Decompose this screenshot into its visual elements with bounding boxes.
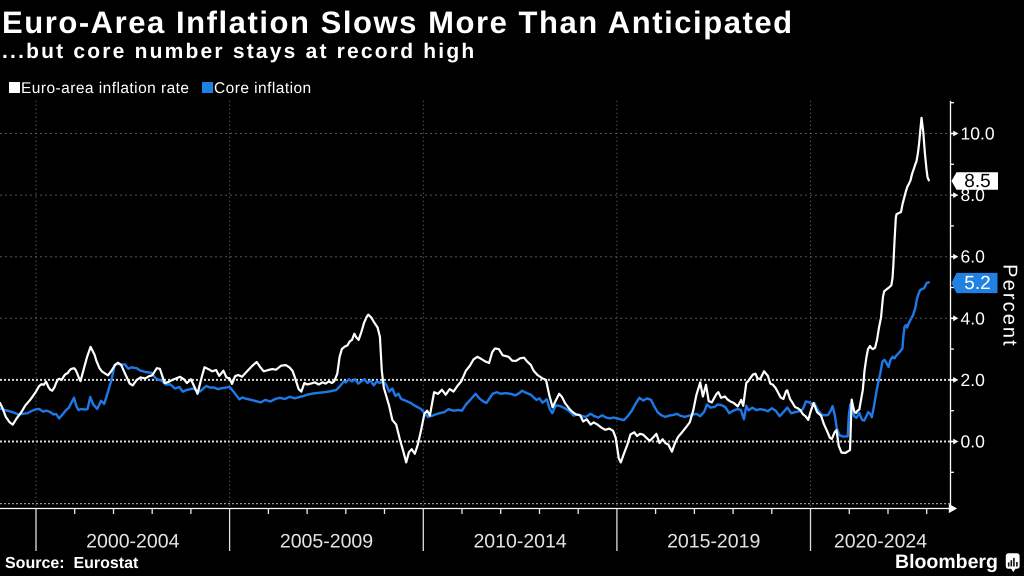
svg-text:8.0: 8.0 <box>961 185 986 205</box>
svg-text:5.2: 5.2 <box>964 273 990 294</box>
svg-text:Percent: Percent <box>999 264 1021 348</box>
svg-text:4.0: 4.0 <box>961 308 986 328</box>
svg-text:2010-2014: 2010-2014 <box>473 531 566 553</box>
svg-text:2015-2019: 2015-2019 <box>667 531 760 553</box>
svg-text:2005-2009: 2005-2009 <box>280 531 373 553</box>
svg-text:0.0: 0.0 <box>961 432 986 452</box>
svg-text:8.5: 8.5 <box>964 171 990 192</box>
svg-text:2020-2024: 2020-2024 <box>834 531 927 553</box>
svg-text:2000-2004: 2000-2004 <box>86 531 179 553</box>
svg-text:6.0: 6.0 <box>961 247 986 267</box>
svg-text:2.0: 2.0 <box>961 370 986 390</box>
svg-text:10.0: 10.0 <box>961 124 995 144</box>
